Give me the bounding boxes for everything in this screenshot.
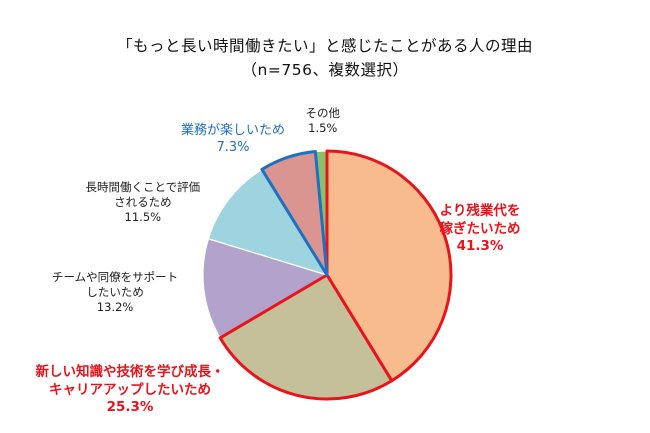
slice-label: より残業代を 稼ぎたいため 41.3% bbox=[440, 203, 521, 256]
slice-percent: 41.3% bbox=[456, 238, 504, 255]
slice-label-text: チームや同僚をサポート bbox=[52, 270, 179, 284]
slice-label: その他 1.5% bbox=[306, 106, 341, 136]
slice-label: 長時間働くことで評価 されるため 11.5% bbox=[86, 180, 201, 225]
pie-slice bbox=[202, 238, 328, 339]
slice-label-text: されるため bbox=[114, 194, 172, 209]
slice-label-text: その他 bbox=[305, 106, 341, 120]
pie-slice bbox=[260, 150, 329, 277]
chart-subtitle: （n=756、複数選択） bbox=[241, 61, 409, 79]
pie-slice bbox=[218, 273, 394, 401]
slice-label-text: したいため bbox=[86, 284, 144, 299]
slice-label-text: 長時間働くことで評価 bbox=[85, 180, 201, 194]
pie-slice bbox=[207, 168, 328, 276]
slice-percent: 1.5% bbox=[308, 120, 338, 135]
slice-label: チームや同僚をサポート したいため 13.2% bbox=[52, 270, 178, 315]
slice-label: 新しい知識や技術を学び成長・ キャリアアップしたいため 25.3% bbox=[36, 364, 225, 417]
slice-percent: 25.3% bbox=[106, 399, 154, 416]
slice-percent: 13.2% bbox=[96, 299, 134, 314]
slice-label-text: 稼ぎたいため bbox=[439, 220, 521, 237]
slice-label-text: 業務が楽しいため bbox=[181, 123, 286, 138]
chart-title: 「もっと長い時間働きたい」と感じたことがある人の理由 bbox=[116, 37, 533, 55]
slice-label-text: キャリアアップしたいため bbox=[49, 381, 211, 398]
slice-label: 業務が楽しいため 7.3% bbox=[181, 123, 285, 157]
slice-percent: 7.3% bbox=[216, 139, 250, 155]
slice-label-text: より残業代を bbox=[439, 203, 521, 219]
slice-label-text: 新しい知識や技術を学び成長・ bbox=[35, 364, 225, 380]
slice-percent: 11.5% bbox=[124, 209, 162, 224]
